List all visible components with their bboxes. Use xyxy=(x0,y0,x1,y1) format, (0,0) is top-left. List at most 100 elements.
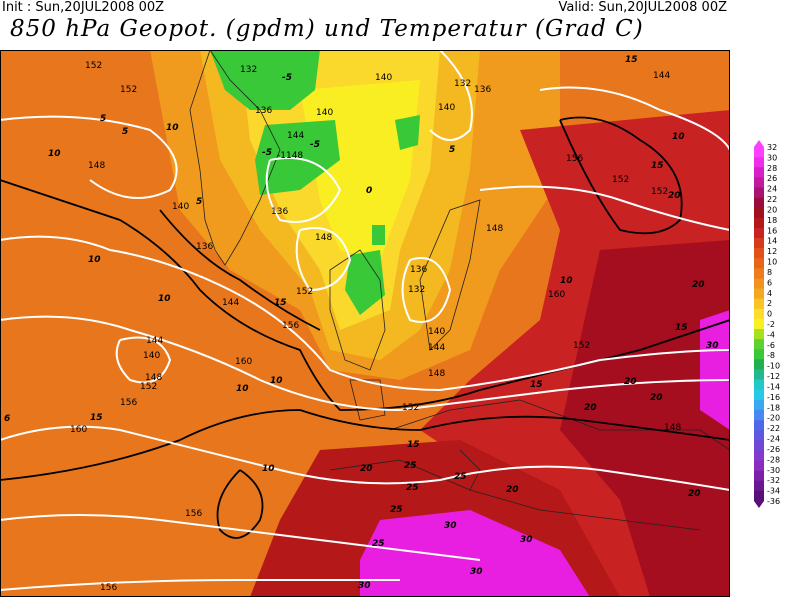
legend-bottom-arrow xyxy=(754,501,764,508)
legend-tick-label: 18 xyxy=(767,216,777,225)
geopot-label: 136 xyxy=(271,207,288,217)
legend-swatch xyxy=(754,268,764,279)
map-title: 850 hPa Geopot. (gpdm) und Temperatur (G… xyxy=(10,16,644,42)
legend-swatch xyxy=(754,278,764,289)
geopot-label: 136 xyxy=(196,242,213,252)
temp-label: 10 xyxy=(88,255,101,265)
legend-swatch xyxy=(754,450,764,461)
geopot-label: 144 xyxy=(428,343,445,353)
legend-tick-label: -28 xyxy=(767,455,780,464)
temp-label: 25 xyxy=(390,505,403,515)
legend-tick-label: 10 xyxy=(767,258,777,267)
temp-label: 20 xyxy=(688,489,701,499)
temp-label: 25 xyxy=(454,472,467,482)
geopot-label: 156 xyxy=(100,583,117,593)
legend-tick-label: 26 xyxy=(767,174,777,183)
temp-label: 20 xyxy=(506,485,519,495)
temp-label: 25 xyxy=(404,461,417,471)
legend-tick-label: 24 xyxy=(767,185,777,194)
temp-label: 10 xyxy=(158,294,171,304)
temp-label: 20 xyxy=(360,464,373,474)
legend-swatch xyxy=(754,409,764,421)
geopotential-labels: 152 152 148 140 136 144 144 140 160 156 … xyxy=(70,61,681,593)
geopot-label: 140 xyxy=(428,327,445,337)
legend-tick-label: 2 xyxy=(767,299,772,308)
temp-label: 15 xyxy=(530,380,543,390)
cold-pool-scandinavia xyxy=(345,250,385,315)
legend-swatch xyxy=(754,177,764,188)
temp-label: 20 xyxy=(650,393,663,403)
legend-tick-label: 22 xyxy=(767,195,777,204)
temp-label: 15 xyxy=(675,323,688,333)
temp-label: 15 xyxy=(651,161,664,171)
geopot-label: 140 xyxy=(438,103,455,113)
legend-swatch xyxy=(754,420,764,431)
init-time-label: Init : Sun,20JUL2008 00Z xyxy=(2,0,165,15)
temp-label: 5 xyxy=(122,127,128,137)
geopot-label: 140 xyxy=(172,202,189,212)
legend-swatch xyxy=(754,167,764,178)
temp-label: -5 xyxy=(310,140,320,150)
temp-label: 10 xyxy=(262,464,275,474)
legend-tick-label: -30 xyxy=(767,466,780,475)
legend-swatch xyxy=(754,339,764,350)
color-legend: 32302826242220181614121086420-2-4-6-8-10… xyxy=(754,140,780,508)
legend-tick-label: -16 xyxy=(767,393,780,402)
geopot-label: 160 xyxy=(70,425,87,435)
legend-swatch xyxy=(754,329,764,340)
legend-swatch xyxy=(754,480,764,492)
legend-tick-label: 0 xyxy=(767,310,772,319)
geopot-label: 148 xyxy=(664,423,681,433)
geopot-label: 144 xyxy=(653,71,670,81)
temp-label: 20 xyxy=(668,191,681,201)
legend-swatch xyxy=(754,430,764,441)
geopot-label: 144 xyxy=(287,131,304,141)
legend-tick-label: -2 xyxy=(767,320,775,329)
temp-label: 15 xyxy=(90,413,103,423)
temp-label: 10 xyxy=(270,376,283,386)
geopot-label: 148 xyxy=(88,161,105,171)
legend-tick-label: 28 xyxy=(767,164,777,173)
legend-swatch xyxy=(754,298,764,310)
legend-swatch xyxy=(754,490,764,502)
geopot-label: 160 xyxy=(235,357,252,367)
legend-tick-label: -4 xyxy=(767,330,775,339)
temp-label: 0 xyxy=(366,186,372,196)
geopot-label: 140 xyxy=(375,73,392,83)
legend-tick-label: -12 xyxy=(767,372,780,381)
temperature-labels: 5 5 10 10 5 10 -5 -5 -5 0 5 10 15 15 10 … xyxy=(4,55,719,591)
geopot-label: 152 xyxy=(120,85,137,95)
cold-pool-greenland xyxy=(255,120,340,195)
temp-label: 30 xyxy=(444,521,457,531)
geopot-label: 152 xyxy=(651,187,668,197)
temp-label: 30 xyxy=(470,567,483,577)
geopot-label: 152 xyxy=(402,403,419,413)
temp-label: 5 xyxy=(449,145,455,155)
legend-swatch xyxy=(754,288,764,300)
geopot-label: 136 xyxy=(255,106,272,116)
legend-swatch xyxy=(754,217,764,229)
geopot-label: 136 xyxy=(410,265,427,275)
temp-label: 5 xyxy=(100,114,106,124)
legend-tick-label: 30 xyxy=(767,153,777,162)
temp-label: 20 xyxy=(584,403,597,413)
legend-swatch xyxy=(754,227,764,239)
geopot-label: 148 xyxy=(145,373,162,383)
legend-tick-label: -26 xyxy=(767,445,780,454)
temp-label: 10 xyxy=(236,384,249,394)
geopot-label: 140 xyxy=(143,351,160,361)
temp-label: 25 xyxy=(372,539,385,549)
legend-tick-label: 16 xyxy=(767,226,777,235)
temp-label: 10 xyxy=(560,276,573,286)
geopot-label: 136 xyxy=(474,85,491,95)
temp-label: 30 xyxy=(706,341,719,351)
geopot-label: 156 xyxy=(185,509,202,519)
temp-label: 5 xyxy=(196,197,202,207)
cold-pool-north xyxy=(210,50,320,110)
legend-tick-label: 32 xyxy=(767,143,777,152)
temp-label: 25 xyxy=(406,483,419,493)
legend-tick-label: -22 xyxy=(767,424,780,433)
temp-label: -5 xyxy=(282,73,292,83)
legend-swatch xyxy=(754,470,764,482)
geopot-label: 152 xyxy=(573,341,590,351)
